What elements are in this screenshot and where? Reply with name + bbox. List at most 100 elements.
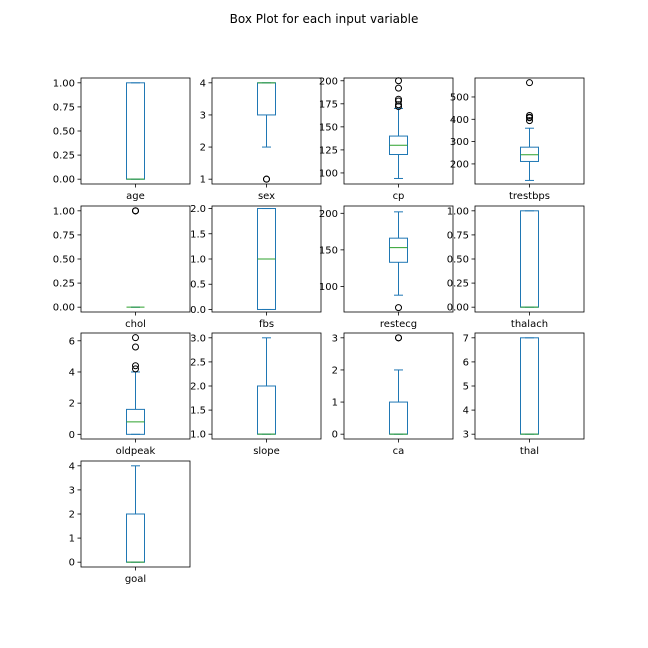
y-tick-label: 1	[332, 398, 338, 409]
x-category-label: sex	[258, 191, 275, 202]
outlier-point	[263, 175, 270, 183]
y-tick-label: 200	[319, 209, 338, 220]
axes-frame	[474, 332, 585, 440]
y-tick-label: 2.5	[190, 357, 206, 368]
subplot-oldpeak: 0 2 4 6 oldpeak	[69, 332, 191, 457]
y-tick-label: 100	[319, 168, 338, 179]
iqr-box	[520, 337, 539, 435]
outlier-point	[395, 77, 402, 85]
y-tick-label: 0	[69, 558, 75, 569]
y-tick-label: 4	[69, 461, 75, 472]
y-tick-label: 0.00	[53, 175, 75, 186]
subplot-restecg: 100 150 200 restecg	[319, 205, 454, 330]
axes-frame	[474, 205, 585, 313]
y-tick-label: 4	[200, 78, 206, 89]
outlier-point	[526, 117, 533, 125]
y-tick-label: 0.5	[190, 280, 206, 291]
y-tick-label: 3	[200, 110, 206, 121]
y-tick-label: 0.50	[447, 255, 469, 266]
y-tick-label: 300	[450, 137, 469, 148]
iqr-box	[257, 385, 276, 435]
subplot-slope: 1.0 1.5 2.0 2.5 3.0 slope	[190, 332, 322, 457]
outlier-point	[395, 95, 402, 103]
outlier-point	[132, 207, 139, 215]
y-tick-label: 6	[463, 357, 469, 368]
outlier-point	[395, 84, 402, 92]
y-tick-label: 0.50	[53, 255, 75, 266]
y-tick-label: 1.00	[447, 206, 469, 217]
outlier-point	[132, 365, 139, 373]
y-tick-label: 2	[69, 399, 75, 410]
outlier-point	[395, 97, 402, 105]
subplot-age: 0.00 0.25 0.50 0.75 1.00 age	[53, 77, 191, 202]
y-tick-label: 3	[332, 333, 338, 344]
x-category-label: oldpeak	[116, 446, 156, 457]
y-tick-label: 175	[319, 99, 338, 110]
x-category-label: chol	[125, 319, 146, 330]
y-tick-label: 125	[319, 145, 338, 156]
y-tick-label: 3.0	[190, 333, 206, 344]
outlier-point	[526, 111, 533, 119]
iqr-box	[126, 513, 145, 563]
subplot-thalach: 0.00 0.25 0.50 0.75 1.00 thalach	[447, 205, 585, 330]
y-tick-label: 0.75	[53, 102, 75, 113]
y-tick-label: 2.0	[190, 204, 206, 215]
y-tick-label: 0.25	[447, 279, 469, 290]
y-tick-label: 0	[332, 430, 338, 441]
outlier-point	[526, 79, 533, 87]
y-tick-label: 4	[69, 367, 75, 378]
y-tick-label: 3	[463, 430, 469, 441]
y-tick-label: 1.5	[190, 406, 206, 417]
y-tick-label: 0.75	[447, 230, 469, 241]
y-tick-label: 1.0	[190, 255, 206, 266]
y-tick-label: 0.25	[53, 151, 75, 162]
outlier-point	[132, 343, 139, 351]
outlier-point	[395, 304, 402, 312]
y-tick-label: 7	[463, 333, 469, 344]
x-category-label: restecg	[380, 319, 417, 330]
y-tick-label: 0.25	[53, 279, 75, 290]
y-tick-label: 1	[69, 534, 75, 545]
outlier-point	[395, 334, 402, 342]
y-tick-label: 2.0	[190, 382, 206, 393]
iqr-box	[520, 210, 539, 308]
iqr-box	[126, 82, 145, 180]
y-tick-label: 0.0	[190, 305, 206, 316]
y-tick-label: 2	[69, 510, 75, 521]
y-tick-label: 4	[463, 406, 469, 417]
y-tick-label: 200	[319, 76, 338, 87]
y-tick-label: 0	[69, 430, 75, 441]
iqr-box	[389, 401, 408, 435]
figure-title: Box Plot for each input variable	[230, 12, 419, 26]
y-tick-label: 3	[69, 485, 75, 496]
y-tick-label: 5	[463, 382, 469, 393]
axes-frame	[80, 205, 191, 313]
x-category-label: ca	[393, 446, 405, 457]
iqr-box	[257, 82, 276, 116]
subplot-chol: 0.00 0.25 0.50 0.75 1.00 chol	[53, 205, 191, 330]
iqr-box	[389, 237, 408, 263]
y-tick-label: 1.0	[190, 430, 206, 441]
y-tick-label: 0.00	[447, 303, 469, 314]
subplot-grid: 0.000.250.500.751.00age1234sex1001251501…	[53, 76, 585, 585]
x-category-label: trestbps	[509, 191, 550, 202]
y-tick-label: 200	[450, 159, 469, 170]
subplot-fbs: 0.0 0.5 1.0 1.5 2.0 fbs	[190, 204, 322, 330]
y-tick-label: 400	[450, 115, 469, 126]
x-category-label: thalach	[511, 319, 548, 330]
y-tick-label: 1.00	[53, 78, 75, 89]
subplot-sex: 1 2 3 4 sex	[200, 77, 322, 202]
x-category-label: thal	[520, 446, 539, 457]
outlier-point	[132, 334, 139, 342]
outlier-point	[132, 362, 139, 370]
subplot-thal: 3 4 5 6 7 thal	[463, 332, 585, 457]
y-tick-label: 1.5	[190, 229, 206, 240]
x-category-label: cp	[393, 191, 405, 202]
y-tick-label: 150	[319, 245, 338, 256]
subplot-cp: 100 125 150 175 200 cp	[319, 76, 454, 202]
x-category-label: age	[126, 191, 145, 202]
y-tick-label: 0.75	[53, 230, 75, 241]
subplot-trestbps: 200 300 400 500 trestbps	[450, 77, 585, 202]
y-tick-label: 6	[69, 336, 75, 347]
